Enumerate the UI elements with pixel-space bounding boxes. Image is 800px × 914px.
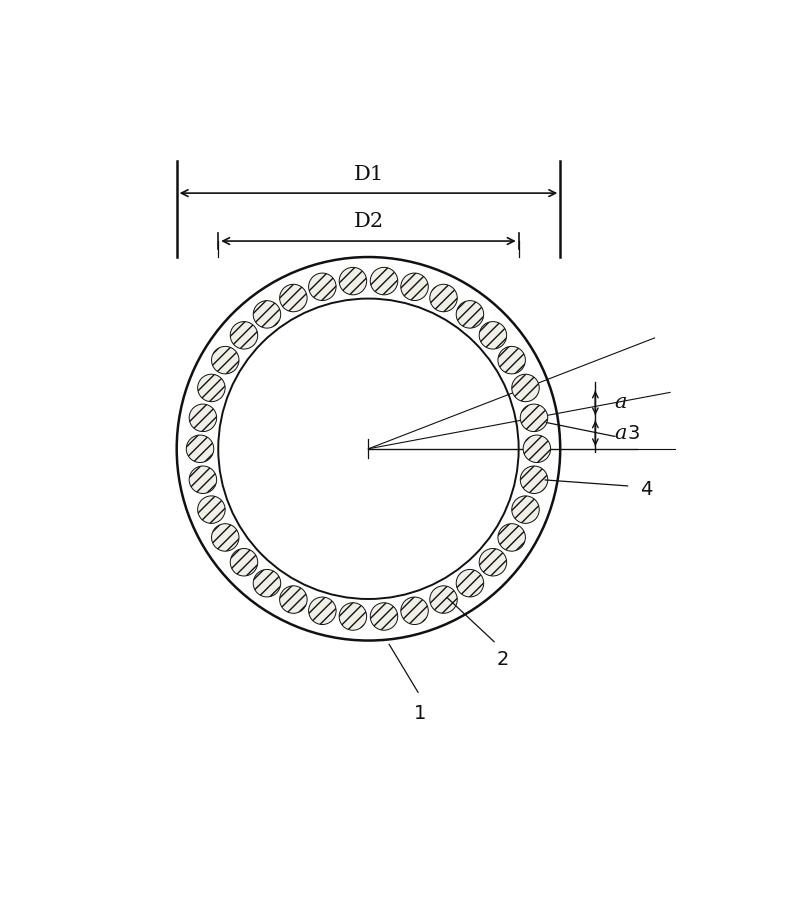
- Circle shape: [479, 548, 506, 576]
- Circle shape: [309, 597, 336, 624]
- Circle shape: [189, 404, 217, 431]
- Circle shape: [479, 322, 506, 349]
- Text: 2: 2: [497, 650, 509, 669]
- Text: a: a: [614, 393, 627, 412]
- Circle shape: [339, 267, 366, 295]
- Circle shape: [230, 322, 258, 349]
- Circle shape: [401, 273, 428, 301]
- Circle shape: [430, 284, 458, 312]
- Circle shape: [520, 466, 548, 494]
- Circle shape: [198, 374, 225, 401]
- Circle shape: [456, 569, 484, 597]
- Circle shape: [198, 496, 225, 524]
- Circle shape: [370, 602, 398, 631]
- Circle shape: [523, 435, 550, 462]
- Circle shape: [189, 466, 217, 494]
- Text: 4: 4: [640, 480, 653, 499]
- Text: 1: 1: [414, 705, 426, 724]
- Circle shape: [498, 524, 526, 551]
- Circle shape: [512, 496, 539, 524]
- Circle shape: [211, 524, 239, 551]
- Circle shape: [430, 586, 458, 613]
- Circle shape: [211, 346, 239, 374]
- Circle shape: [339, 602, 366, 631]
- Circle shape: [309, 273, 336, 301]
- Text: a: a: [614, 424, 627, 442]
- Circle shape: [370, 267, 398, 295]
- Circle shape: [254, 301, 281, 328]
- Circle shape: [254, 569, 281, 597]
- Text: D2: D2: [354, 212, 383, 231]
- Circle shape: [186, 435, 214, 462]
- Circle shape: [401, 597, 428, 624]
- Circle shape: [230, 548, 258, 576]
- Circle shape: [280, 586, 307, 613]
- Circle shape: [512, 374, 539, 401]
- Circle shape: [498, 346, 526, 374]
- Text: D1: D1: [354, 165, 383, 184]
- Circle shape: [520, 404, 548, 431]
- Circle shape: [456, 301, 484, 328]
- Text: 3: 3: [627, 424, 640, 443]
- Circle shape: [280, 284, 307, 312]
